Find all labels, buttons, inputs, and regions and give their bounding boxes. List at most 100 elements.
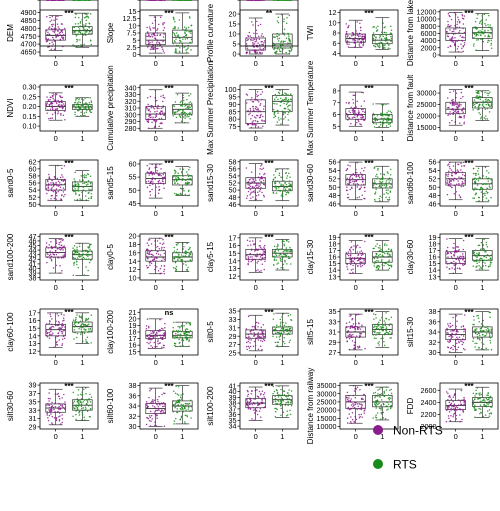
x-tick-label: 1 bbox=[80, 358, 84, 367]
data-point bbox=[179, 336, 181, 338]
data-point bbox=[375, 327, 378, 330]
data-point bbox=[252, 101, 255, 103]
data-point bbox=[462, 239, 465, 242]
data-point bbox=[73, 30, 75, 32]
data-point bbox=[76, 198, 79, 201]
data-point bbox=[346, 43, 348, 45]
data-point bbox=[188, 331, 190, 334]
data-point bbox=[147, 347, 150, 350]
data-point bbox=[59, 415, 61, 417]
data-point bbox=[377, 324, 380, 327]
data-point bbox=[249, 182, 252, 185]
data-point bbox=[381, 42, 383, 44]
data-point bbox=[90, 314, 93, 316]
data-point bbox=[360, 116, 362, 119]
data-point bbox=[484, 22, 486, 25]
data-point bbox=[347, 183, 349, 185]
data-point bbox=[387, 117, 390, 120]
data-point bbox=[164, 171, 166, 174]
data-point bbox=[257, 110, 260, 113]
data-point bbox=[257, 248, 260, 250]
box-rts bbox=[272, 89, 293, 126]
data-point bbox=[349, 111, 352, 114]
data-point bbox=[376, 323, 379, 326]
data-point bbox=[79, 101, 82, 104]
data-point bbox=[47, 253, 49, 256]
data-point bbox=[150, 253, 152, 255]
data-point bbox=[456, 40, 458, 42]
data-point bbox=[452, 90, 455, 92]
data-point bbox=[45, 242, 48, 244]
data-point bbox=[481, 341, 483, 344]
data-point bbox=[74, 111, 76, 114]
data-point bbox=[375, 245, 377, 247]
data-point bbox=[356, 183, 358, 185]
y-axis-label: clay100-200 bbox=[106, 310, 115, 354]
data-point bbox=[82, 99, 85, 101]
data-point bbox=[372, 32, 375, 34]
data-point bbox=[289, 246, 291, 249]
jitter-points bbox=[345, 161, 366, 200]
data-point bbox=[189, 106, 191, 109]
data-point bbox=[250, 192, 252, 194]
data-point bbox=[163, 346, 165, 349]
data-point bbox=[49, 108, 52, 110]
data-point bbox=[474, 346, 476, 348]
data-point bbox=[263, 179, 265, 182]
data-point bbox=[480, 95, 482, 98]
data-point bbox=[155, 252, 158, 255]
data-point bbox=[81, 317, 83, 320]
data-point bbox=[479, 257, 482, 260]
y-tick-label: 0.30 bbox=[23, 83, 37, 92]
data-point bbox=[459, 122, 461, 124]
data-point bbox=[273, 116, 275, 119]
data-point bbox=[60, 106, 62, 108]
data-point bbox=[455, 106, 458, 108]
data-point bbox=[151, 105, 154, 107]
data-point bbox=[385, 329, 387, 331]
data-point bbox=[353, 42, 356, 44]
y-tick-label: 52 bbox=[329, 174, 337, 183]
data-point bbox=[255, 52, 257, 54]
data-point bbox=[83, 182, 86, 184]
data-point bbox=[272, 333, 275, 336]
data-point bbox=[74, 107, 77, 109]
data-point bbox=[75, 99, 77, 101]
data-point bbox=[54, 406, 57, 408]
data-point bbox=[258, 173, 261, 175]
data-point bbox=[252, 105, 254, 108]
data-point bbox=[158, 179, 160, 182]
data-point bbox=[363, 100, 366, 102]
y-axis-label: clay60-100 bbox=[6, 312, 15, 352]
data-point bbox=[458, 338, 460, 341]
data-point bbox=[473, 189, 475, 191]
data-point bbox=[155, 172, 158, 174]
data-point bbox=[379, 173, 382, 175]
data-point bbox=[152, 260, 155, 262]
data-point bbox=[381, 316, 383, 319]
data-point bbox=[453, 30, 455, 32]
data-point bbox=[446, 327, 448, 330]
data-point bbox=[390, 120, 393, 122]
data-point bbox=[52, 30, 54, 33]
data-point bbox=[347, 335, 349, 337]
data-point bbox=[276, 263, 278, 265]
y-tick-label: 19 bbox=[429, 233, 437, 242]
data-point bbox=[360, 108, 363, 111]
data-point bbox=[475, 49, 477, 51]
data-point bbox=[280, 321, 282, 323]
data-point bbox=[483, 117, 486, 119]
data-point bbox=[480, 34, 482, 37]
data-point bbox=[273, 48, 275, 51]
data-point bbox=[173, 32, 176, 35]
data-point bbox=[253, 186, 255, 189]
data-point bbox=[282, 188, 285, 190]
data-point bbox=[355, 113, 358, 115]
data-point bbox=[80, 111, 82, 114]
data-point bbox=[159, 328, 161, 331]
data-point bbox=[60, 249, 62, 251]
data-point bbox=[357, 110, 360, 112]
data-point bbox=[274, 36, 276, 38]
data-point bbox=[261, 119, 263, 121]
data-point bbox=[87, 251, 89, 253]
